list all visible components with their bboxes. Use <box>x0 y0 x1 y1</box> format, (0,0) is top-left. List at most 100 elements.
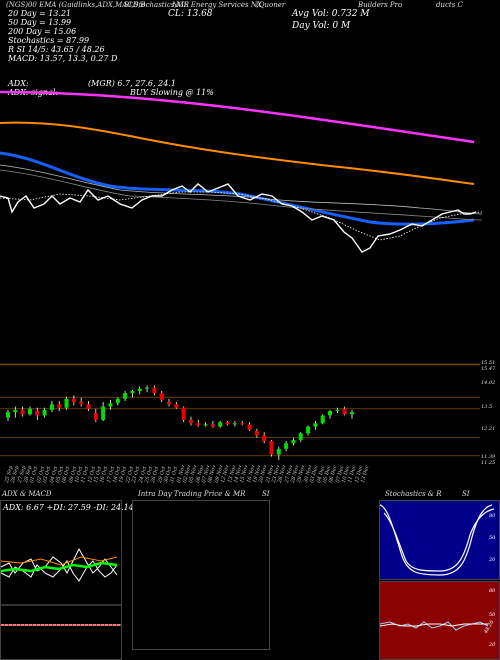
candle-body <box>20 409 25 415</box>
price-tick: 11.39 <box>481 454 496 460</box>
info-panel: 20 Day = 13.21 50 Day = 13.99 200 Day = … <box>8 9 117 63</box>
stoch-d-line <box>383 508 495 572</box>
company-label: NGS Energy Services NX <box>172 1 262 9</box>
candle-body <box>101 406 106 420</box>
candle-body <box>313 423 318 427</box>
candle-body <box>350 412 354 415</box>
price-tick: 14.02 <box>481 380 496 386</box>
mgr-label: (MGR) 6.7, 27.6, 24.1 <box>88 79 176 88</box>
avg-volume: Avg Vol: 0.732 M <box>292 9 370 19</box>
rsi-white-line <box>379 623 488 627</box>
candle-body <box>27 408 32 415</box>
candle-body <box>247 424 252 430</box>
candle-body <box>49 404 54 410</box>
candle-body <box>335 409 340 411</box>
candle-body <box>232 423 237 425</box>
rsi-tick: 50 <box>489 612 496 618</box>
candle-body <box>276 448 281 455</box>
candle-body <box>291 439 296 444</box>
candle-body <box>225 422 230 425</box>
ma50-line: 50 Day = 13.99 <box>8 18 72 27</box>
indicators-label: SI,Stochastics,MR <box>124 1 190 9</box>
ma200-line: 200 Day = 15.06 <box>8 27 77 36</box>
ema50-line <box>0 151 475 226</box>
intraday-si-label: SI <box>262 490 270 498</box>
adx-label: ADX: <box>8 79 29 88</box>
extra2-label: ducts C <box>436 1 463 9</box>
candle-body <box>108 403 113 407</box>
candle-body <box>35 411 40 416</box>
price-tick: 15.47 <box>481 366 496 372</box>
candle-body <box>210 424 215 427</box>
candle-body <box>240 423 245 425</box>
price-line <box>0 183 477 253</box>
adx-green-line <box>0 561 118 573</box>
candle-body <box>57 404 62 408</box>
adx-values: ADX: 6.67 +DI: 27.59 -DI: 24.14 <box>3 503 134 512</box>
price-tick: 15.51 <box>481 360 496 366</box>
rsi-line: R SI 14/5: 43.65 / 48.26 <box>8 45 105 54</box>
candle-body <box>181 407 186 420</box>
candle-body <box>342 408 347 415</box>
price-tick: 13.5 <box>481 404 493 410</box>
candle-body <box>71 398 76 403</box>
ema200-line <box>0 90 475 144</box>
rsi-line <box>379 621 489 631</box>
rsi-panel: 80 50 20 48.26 <box>379 581 500 660</box>
candle-body <box>130 390 135 394</box>
intraday-panel <box>132 500 270 650</box>
adx-orange-line <box>0 556 118 566</box>
ma20-line: 20 Day = 13.21 <box>8 9 72 18</box>
candle-body <box>6 412 10 418</box>
rsi-tick: 20 <box>489 642 496 648</box>
candle-body <box>79 402 84 405</box>
intraday-panel-title: Intra Day Trading Price & MR <box>138 490 246 498</box>
day-volume: Day Vol: 0 M <box>292 21 351 31</box>
candle-body <box>196 423 201 426</box>
candle-body <box>167 402 172 405</box>
stoch-tick: 50 <box>489 535 496 541</box>
adx-panel-title: ADX & MACD <box>2 490 52 498</box>
stoch-panel: 80 50 20 <box>379 500 500 580</box>
symbol-line: (NGS)00 EMA (Guidlinks,ADX,MACD,B <box>6 1 146 9</box>
candle-body <box>93 413 98 420</box>
candle-body <box>115 398 120 404</box>
adx-panel: ADX: 6.67 +DI: 27.59 -DI: 24.14 <box>0 500 134 660</box>
stoch-panel-title: Stochastics & R <box>385 490 442 498</box>
candle-body <box>254 431 259 436</box>
rsi-chart <box>379 621 489 631</box>
candle-body <box>123 393 128 399</box>
buy-signal-label: BUY Slowing @ 11% <box>130 88 214 97</box>
stoch-chart <box>379 504 495 576</box>
stoch-line: Stochastics = 87.99 <box>8 36 90 45</box>
macd-line: MACD: 13.57, 13.3, 0.27 D <box>8 54 118 63</box>
candle-body <box>328 411 333 416</box>
ema-band-lower <box>0 169 483 221</box>
candle-body <box>188 419 193 424</box>
stoch-tick: 80 <box>489 513 496 519</box>
candle-body <box>174 404 179 408</box>
signal-dotted-line <box>0 191 483 241</box>
stoch-tick: 20 <box>489 557 496 563</box>
close-price: CL: 13.68 <box>168 9 213 19</box>
stoch-si-label: SI <box>462 490 470 498</box>
candle-body <box>42 409 47 416</box>
candle-body <box>203 424 208 426</box>
rsi-tick: 80 <box>489 588 496 594</box>
candle-body <box>306 426 311 434</box>
date-axis: 25 Sep 26 Sep 27 Sep 28 Sep 01 Oct 02 Oct 03 O… <box>0 460 480 484</box>
candle-body <box>137 388 142 391</box>
stoch-k-line <box>379 504 493 576</box>
extra-label: Builders Pro <box>358 1 403 9</box>
price-tick: 11.25 <box>481 460 496 466</box>
candle-body <box>218 422 223 427</box>
candle-body <box>152 387 157 394</box>
candle-body <box>269 441 274 455</box>
candle-body <box>320 415 325 424</box>
currency-tag: (Quoner <box>256 1 286 9</box>
candle-body <box>262 435 267 442</box>
candle-body <box>298 433 303 440</box>
adx-chart <box>0 547 121 626</box>
